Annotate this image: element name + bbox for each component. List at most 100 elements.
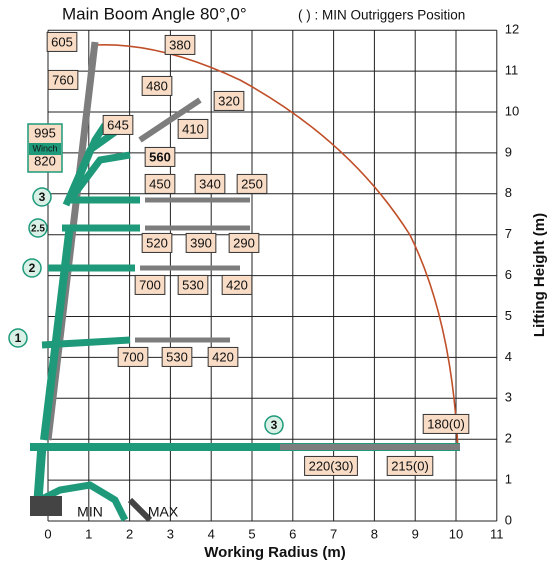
x-tick-label: 10 (449, 526, 463, 541)
load-label-box (177, 118, 209, 139)
load-label-box (144, 146, 176, 167)
position-label: MIN (77, 504, 103, 520)
load-label: 700 (139, 277, 161, 292)
crane-body (30, 496, 62, 516)
load-label: 760 (52, 72, 74, 87)
x-tick-label: 4 (208, 526, 215, 541)
x-axis-label: Working Radius (m) (204, 544, 345, 561)
jib-1 (41, 336, 131, 349)
load-label: 560 (149, 149, 171, 164)
step-label: 3 (271, 418, 278, 432)
load-label-box (228, 232, 260, 253)
load-label: 180(0) (427, 416, 465, 431)
jib-raised (62, 123, 131, 207)
load-label: 520 (146, 235, 168, 250)
load-label-box (164, 34, 196, 55)
y-tick-label: 7 (505, 226, 512, 241)
y-tick-label: 10 (505, 103, 519, 118)
main-boom-lower (40, 224, 74, 441)
step-label: 2 (29, 261, 36, 275)
booms (30, 41, 460, 523)
load-label: 700 (122, 349, 144, 364)
x-tick-label: 11 (490, 526, 504, 541)
step-label: 1 (15, 331, 22, 345)
winch-top: 995 (34, 125, 56, 140)
y-tick-label: 3 (505, 390, 512, 405)
x-tick-label: 3 (167, 526, 174, 541)
load-label-box (177, 274, 209, 295)
load-label: 290 (233, 235, 255, 250)
step-circle (264, 415, 284, 435)
step-label: 2.5 (31, 224, 45, 235)
y-tick-label: 0 (505, 512, 512, 527)
load-label-box (304, 455, 358, 476)
winch-middle: Winch (32, 143, 57, 153)
y-tick-label: 8 (505, 185, 512, 200)
note: ( ) : MIN Outriggers Position (298, 8, 465, 23)
load-label-box (102, 114, 134, 135)
load-label-box (236, 173, 268, 194)
load-label-box (141, 232, 173, 253)
y-tick-label: 5 (505, 308, 512, 323)
y-tick-label: 6 (505, 267, 512, 282)
load-label-box (207, 346, 239, 367)
step-circle (8, 328, 28, 348)
y-tick-label: 2 (505, 431, 512, 446)
step-circle (32, 187, 52, 207)
y-tick-label: 11 (505, 63, 519, 78)
x-tick-label: 5 (248, 526, 255, 541)
load-label: 390 (190, 235, 212, 250)
x-tick-label: 1 (85, 526, 92, 541)
x-tick-label: 0 (44, 526, 51, 541)
load-label: 480 (146, 78, 168, 93)
load-label: 450 (149, 176, 171, 191)
y-tick-label: 12 (505, 22, 519, 37)
load-label: 530 (166, 349, 188, 364)
load-label: 250 (241, 176, 263, 191)
step-label: 3 (39, 190, 46, 204)
y-tick-label: 1 (505, 472, 512, 487)
x-tick-label: 6 (289, 526, 296, 541)
load-label: 410 (182, 121, 204, 136)
load-label-box (47, 69, 79, 90)
load-label: 340 (199, 176, 221, 191)
y-tick-label: 4 (505, 349, 512, 364)
x-tick-label: 9 (412, 526, 419, 541)
load-label-box (117, 346, 149, 367)
x-tick-label: 7 (330, 526, 337, 541)
load-label: 605 (51, 34, 73, 49)
load-label-box (221, 274, 253, 295)
load-label-box (141, 75, 173, 96)
winch-band (29, 143, 61, 155)
load-label-box (185, 232, 217, 253)
load-label: 380 (169, 37, 191, 52)
load-label: 320 (218, 93, 240, 108)
x-tick-label: 8 (371, 526, 378, 541)
load-label-box (386, 455, 434, 476)
step-circle (22, 258, 42, 278)
y-axis-label: Lifting Height (m) (531, 213, 548, 337)
load-label-box (213, 90, 245, 111)
winch-bottom: 820 (34, 153, 56, 168)
load-label-box (161, 346, 193, 367)
load-label: 215(0) (391, 458, 429, 473)
load-label-box (144, 173, 176, 194)
jib-raised-tip (138, 97, 202, 143)
load-label-box (46, 31, 78, 52)
step-circle (28, 218, 48, 238)
x-tick-label: 2 (126, 526, 133, 541)
title: Main Boom Angle 80°,0° (62, 4, 247, 23)
load-label-box (422, 413, 470, 434)
load-label-box (194, 173, 226, 194)
load-label: 420 (212, 349, 234, 364)
boom-max (127, 497, 153, 523)
grid (47, 29, 498, 522)
position-label: MAX (148, 504, 179, 520)
load-label-box (134, 274, 166, 295)
boom-min (38, 481, 129, 522)
boom-base (33, 444, 47, 501)
load-label: 220(30) (309, 458, 354, 473)
load-label: 530 (182, 277, 204, 292)
